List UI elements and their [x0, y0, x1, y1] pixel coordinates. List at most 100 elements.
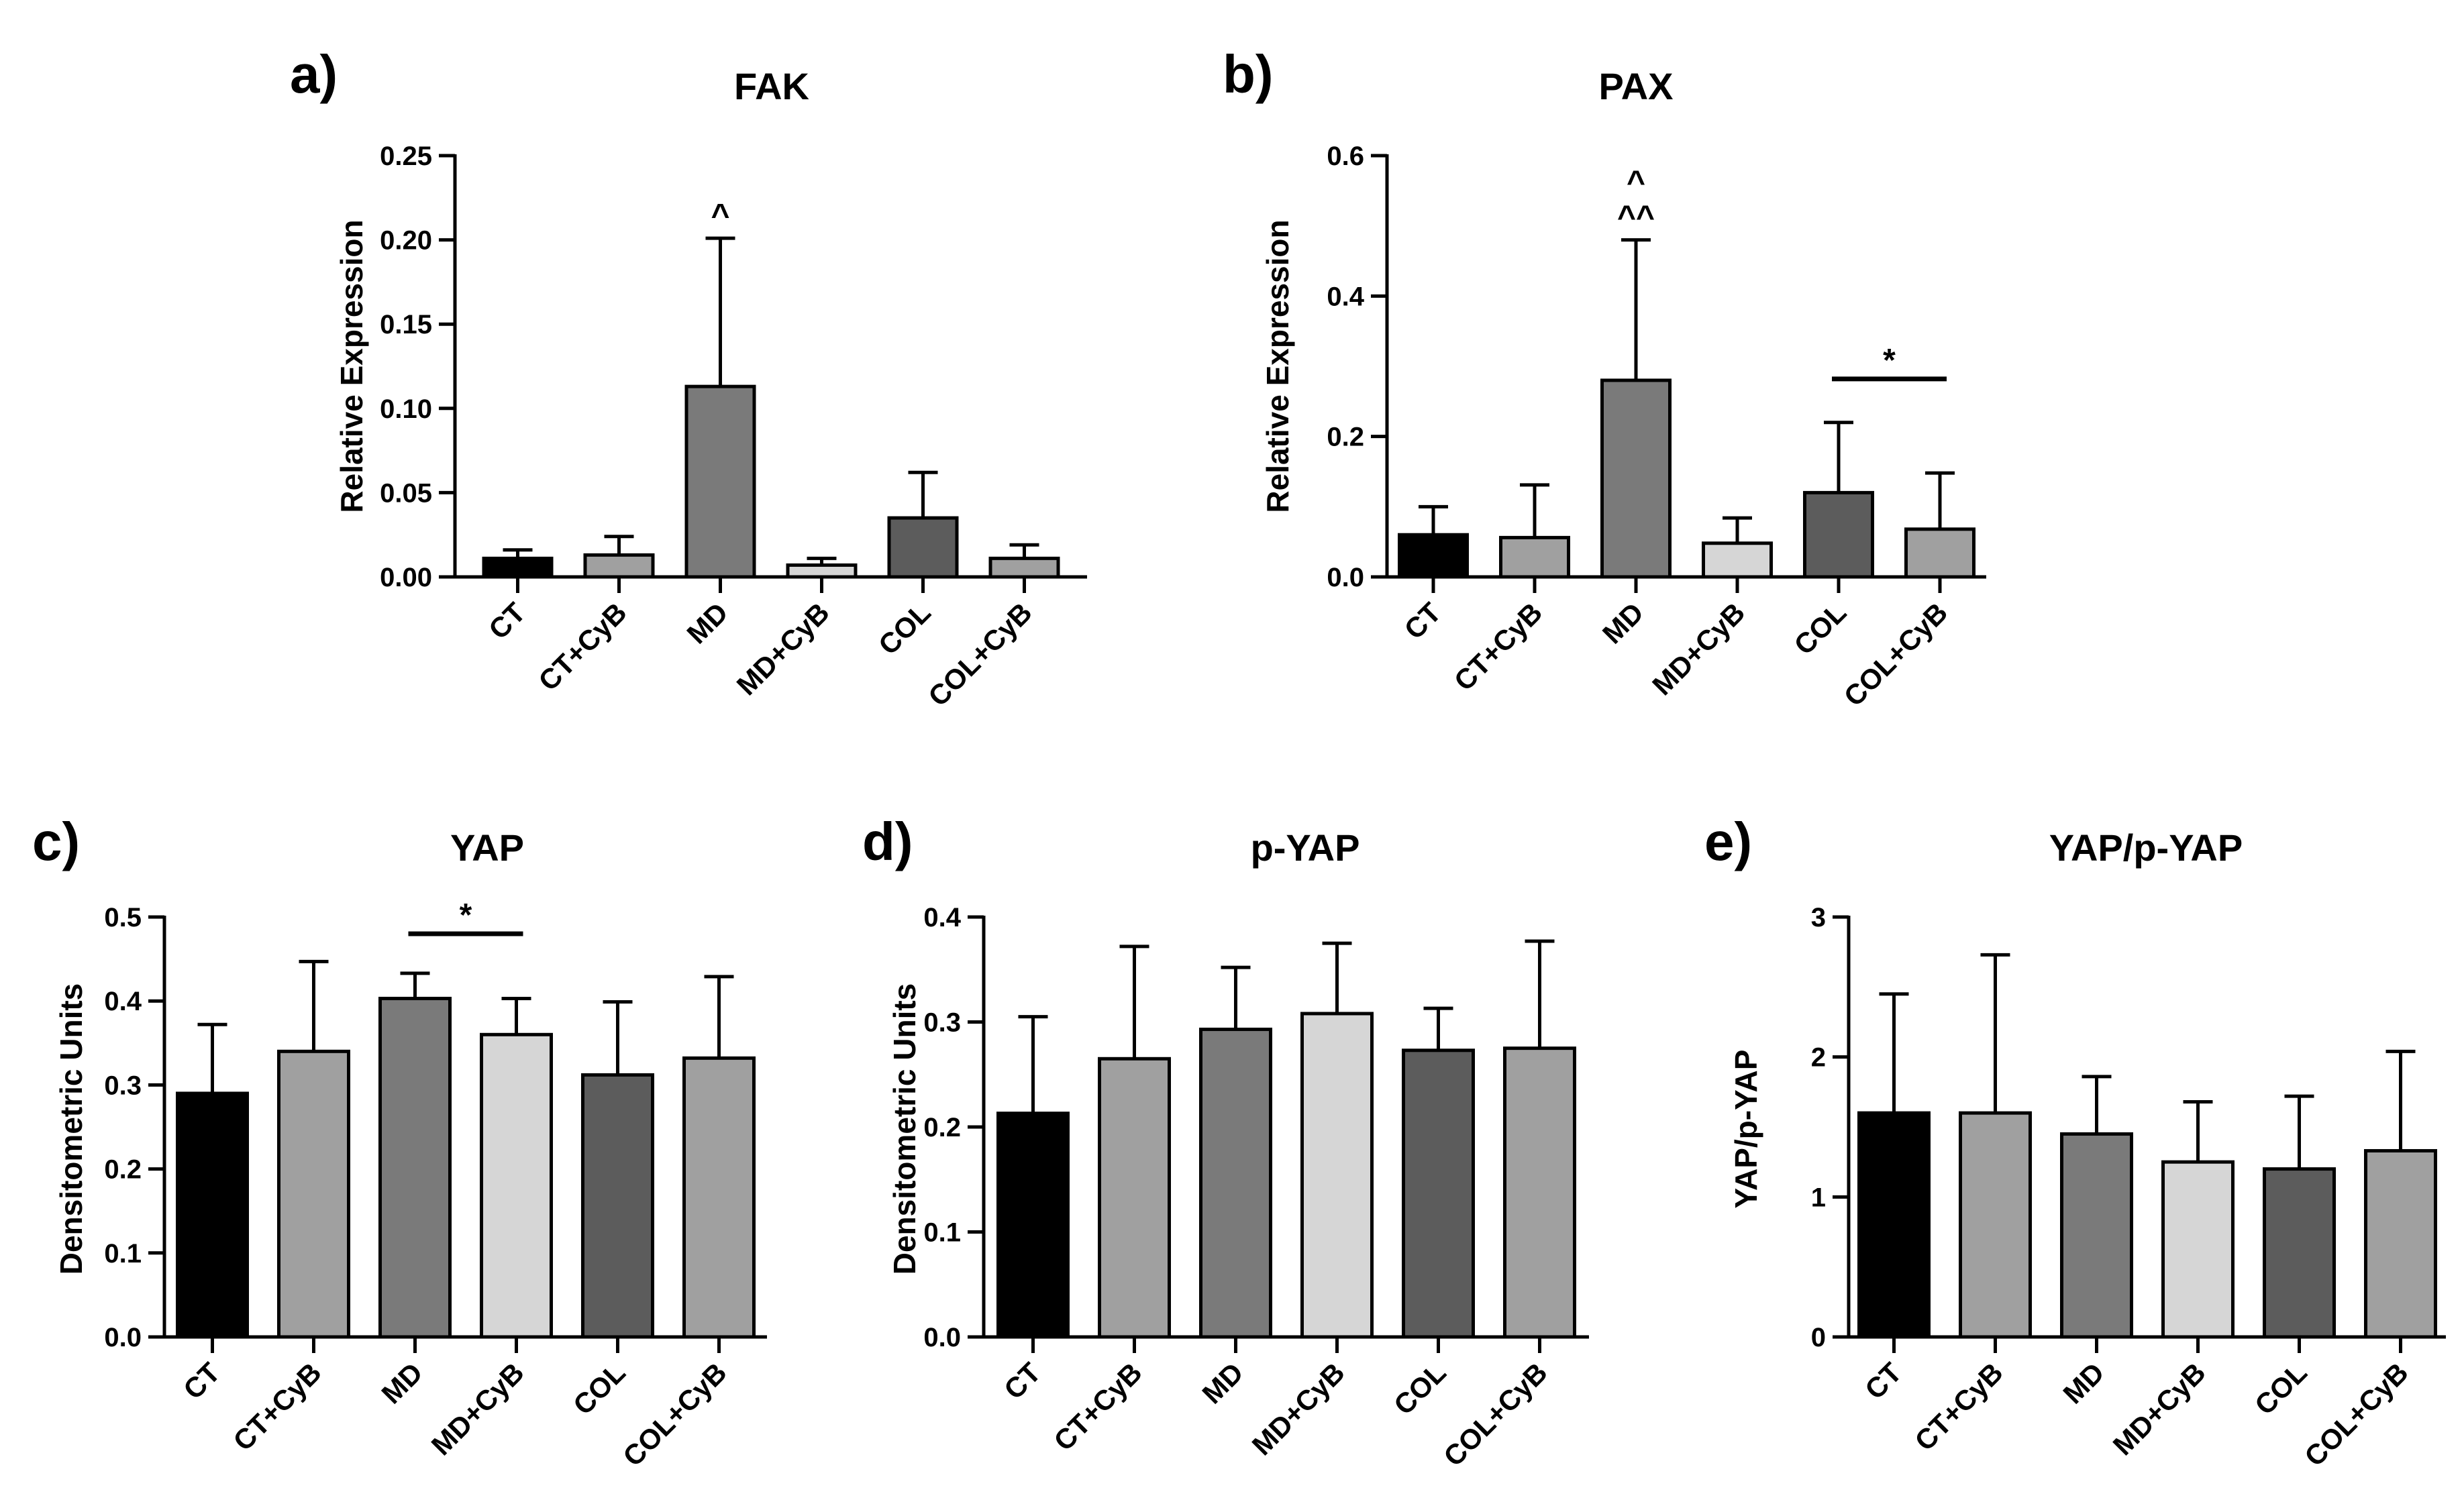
- y-tick-label: 0.2: [1327, 423, 1364, 452]
- bar-col+cyb: [682, 1056, 756, 1339]
- chart-fak: a) FAK Relative Expression 0.00 0.05 0.10 0.15…: [290, 44, 1087, 712]
- y-tick-label: 0.20: [380, 226, 432, 256]
- y-tick-label: 0.2: [923, 1113, 961, 1142]
- y-tick-label: 0.25: [380, 142, 432, 171]
- x-tick-label: COL+CyB: [1437, 1356, 1553, 1472]
- y-tick-label: 0.4: [104, 987, 142, 1016]
- bar-ct: [996, 1112, 1070, 1339]
- x-tick-label: COL+CyB: [617, 1356, 733, 1472]
- y-tick-label: 0.0: [923, 1323, 961, 1352]
- y-tick-label: 0.5: [104, 903, 142, 932]
- x-tick-label: COL+CyB: [922, 596, 1038, 712]
- significance-annotation: ^: [1627, 165, 1645, 201]
- y-tick-label: 3: [1811, 903, 1826, 932]
- x-tick-label: MD: [1596, 596, 1649, 649]
- panel-letter: d): [862, 812, 913, 871]
- bar-md+cyb: [480, 1032, 553, 1339]
- x-tick-label: CT+CyB: [1047, 1356, 1148, 1457]
- chart-title: YAP: [450, 826, 524, 869]
- x-tick-label: COL: [2249, 1356, 2313, 1421]
- x-tick-label: COL+CyB: [1838, 596, 1954, 712]
- x-tick-label: CT+CyB: [532, 596, 633, 697]
- bar-ct+cyb: [1959, 1111, 2032, 1339]
- bar-md: [1600, 378, 1672, 579]
- bar-col+cyb: [1503, 1046, 1576, 1339]
- bar-md+cyb: [1702, 541, 1773, 579]
- bar-md: [2060, 1132, 2133, 1339]
- y-tick-label: 2: [1811, 1043, 1826, 1073]
- y-tick-label: 0.10: [380, 394, 432, 424]
- significance-star: *: [1883, 343, 1896, 378]
- y-tick-label: 0.15: [380, 310, 432, 339]
- x-tick-label: MD+CyB: [2107, 1356, 2212, 1461]
- y-tick-label: 0.00: [380, 563, 432, 592]
- x-tick-label: COL: [872, 596, 937, 661]
- significance-annotation: ^: [711, 198, 729, 233]
- bar-md+cyb: [786, 563, 858, 579]
- bar-col: [2263, 1167, 2336, 1339]
- y-tick-label: 0.3: [923, 1008, 961, 1038]
- chart-title: YAP/p-YAP: [2049, 826, 2243, 869]
- x-tick-label: CT: [998, 1356, 1047, 1405]
- y-tick-label: 0.1: [104, 1239, 142, 1269]
- bar-col+cyb: [2364, 1148, 2437, 1339]
- bar-ct: [1398, 533, 1469, 579]
- bar-md: [1199, 1027, 1272, 1339]
- y-tick-label: 0.0: [1327, 563, 1364, 592]
- y-tick-label: 0.05: [380, 478, 432, 508]
- panel-letter: e): [1704, 812, 1752, 871]
- significance-star: *: [460, 898, 472, 933]
- bar-col: [581, 1073, 654, 1339]
- bar-ct+cyb: [1098, 1057, 1171, 1339]
- x-tick-label: MD+CyB: [425, 1356, 530, 1461]
- x-tick-label: COL: [1388, 1356, 1452, 1421]
- chart-title: FAK: [734, 65, 809, 107]
- bar-ct: [176, 1091, 249, 1339]
- bar-md: [378, 996, 452, 1339]
- panel-letter: c): [32, 812, 80, 871]
- bar-ct: [1857, 1111, 1931, 1339]
- y-tick-label: 0.0: [104, 1323, 142, 1352]
- y-tick-label: 0.6: [1327, 142, 1364, 171]
- x-tick-label: CT+CyB: [1908, 1356, 2009, 1457]
- x-tick-label: CT: [1398, 596, 1447, 645]
- significance-annotation: ^^: [1617, 200, 1655, 235]
- x-tick-label: CT: [482, 596, 531, 645]
- y-tick-label: 0: [1811, 1323, 1826, 1352]
- x-tick-label: CT+CyB: [1448, 596, 1549, 697]
- y-axis-label: Relative Expression: [1260, 219, 1295, 513]
- panel-letter: a): [290, 44, 338, 104]
- x-tick-label: MD: [1196, 1356, 1249, 1409]
- bar-col+cyb: [988, 556, 1060, 579]
- x-tick-label: CT: [1859, 1356, 1908, 1405]
- x-tick-label: COL: [1788, 596, 1852, 661]
- x-tick-label: MD+CyB: [1246, 1356, 1351, 1461]
- chart-p-yap: d) p-YAP Densitometric Units 0.0 0.1 0.2 0.3 0.…: [862, 812, 1589, 1472]
- y-axis-label: Densitometric Units: [887, 983, 922, 1275]
- x-tick-label: MD+CyB: [1646, 596, 1751, 701]
- y-tick-label: 0.4: [923, 903, 961, 932]
- y-tick-label: 1: [1811, 1183, 1826, 1212]
- y-axis-label: YAP/p-YAP: [1729, 1050, 1763, 1209]
- x-tick-label: CT+CyB: [227, 1356, 327, 1457]
- chart-title: PAX: [1599, 65, 1674, 107]
- bar-col: [887, 516, 959, 579]
- bar-col: [1803, 490, 1874, 579]
- bar-ct+cyb: [583, 553, 655, 579]
- y-tick-label: 0.2: [104, 1155, 142, 1185]
- x-tick-label: COL+CyB: [2298, 1356, 2414, 1472]
- x-tick-label: MD: [2057, 1356, 2110, 1409]
- bar-md: [684, 384, 756, 579]
- chart-pax: b) PAX Relative Expression 0.0 0.2 0.4 0.6 CT CT…: [1223, 44, 1986, 712]
- bar-ct+cyb: [1499, 535, 1570, 579]
- y-tick-label: 0.1: [923, 1218, 961, 1248]
- y-axis-label: Relative Expression: [334, 219, 369, 513]
- bar-col+cyb: [1904, 527, 1975, 579]
- x-tick-label: COL: [567, 1356, 631, 1421]
- chart-yap: c) YAP Densitometric Units 0.0 0.1 0.2 0.3 0.4 0…: [32, 812, 767, 1472]
- y-axis-label: Densitometric Units: [54, 983, 89, 1275]
- y-tick-label: 0.3: [104, 1071, 142, 1100]
- x-tick-label: MD+CyB: [731, 596, 835, 701]
